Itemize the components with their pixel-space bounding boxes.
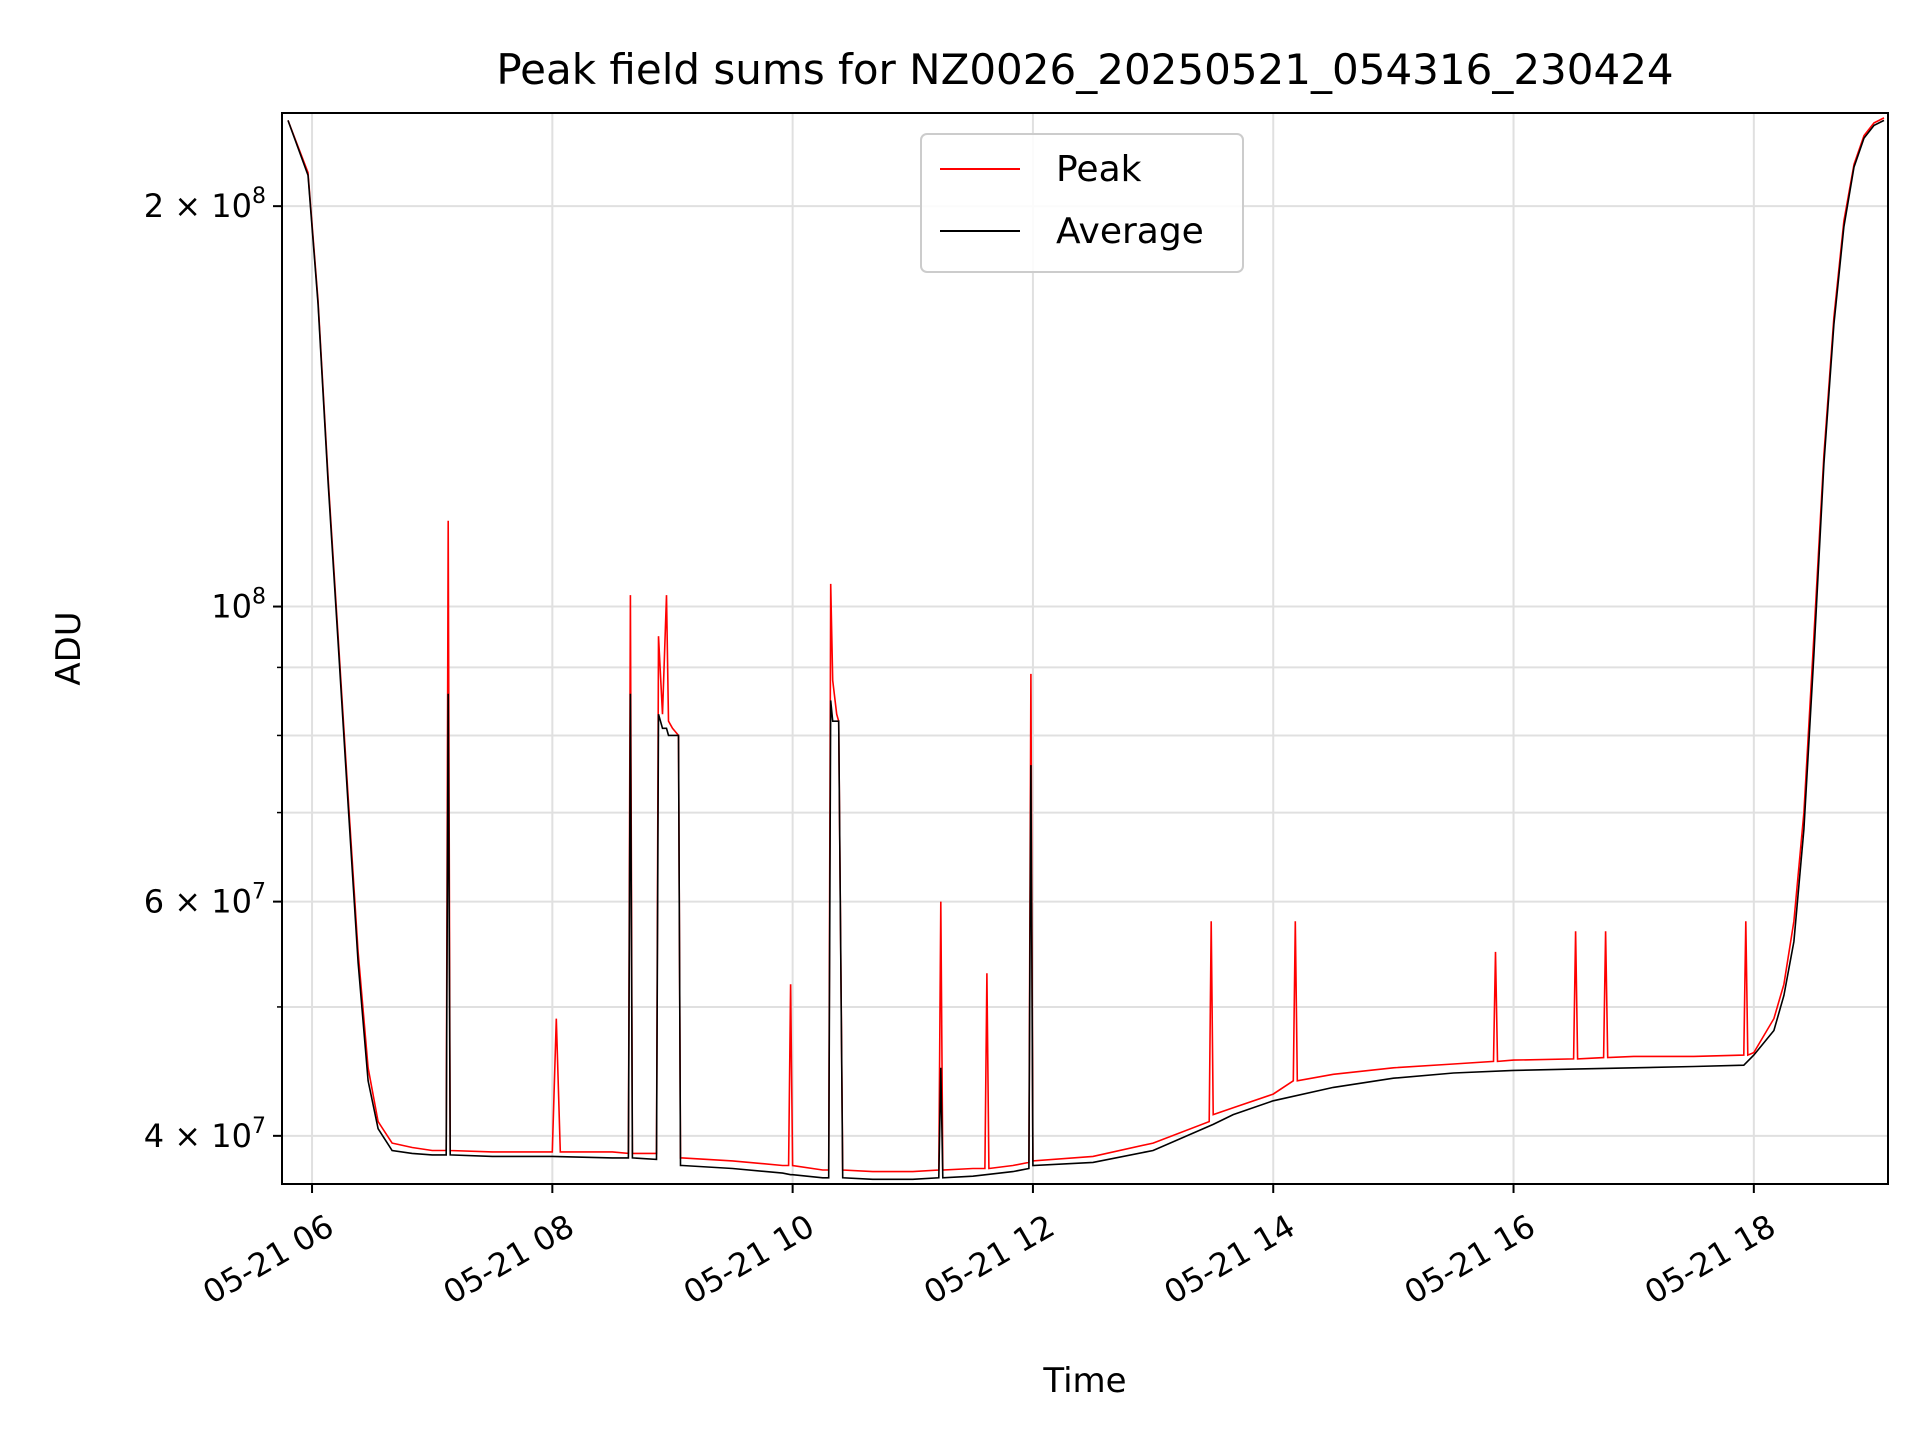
series-line-average	[287, 119, 1885, 1181]
legend-label-average: Average	[1056, 211, 1204, 252]
x-axis-title: Time	[1042, 1361, 1126, 1401]
series-layer	[287, 117, 1885, 1181]
legend: Peak Average	[920, 133, 1244, 273]
axes	[273, 112, 1889, 1193]
series-line-peak	[287, 117, 1885, 1173]
legend-label-peak: Peak	[1056, 149, 1142, 190]
plot-frame	[281, 112, 1889, 1185]
y-tick-label: 6 × 107	[144, 880, 266, 921]
y-tick-label: 4 × 107	[144, 1114, 266, 1155]
y-tick-label: 2 × 108	[144, 184, 266, 225]
chart-title: Peak field sums for NZ0026_20250521_0543…	[496, 45, 1673, 94]
y-axis-title: ADU	[49, 611, 89, 685]
